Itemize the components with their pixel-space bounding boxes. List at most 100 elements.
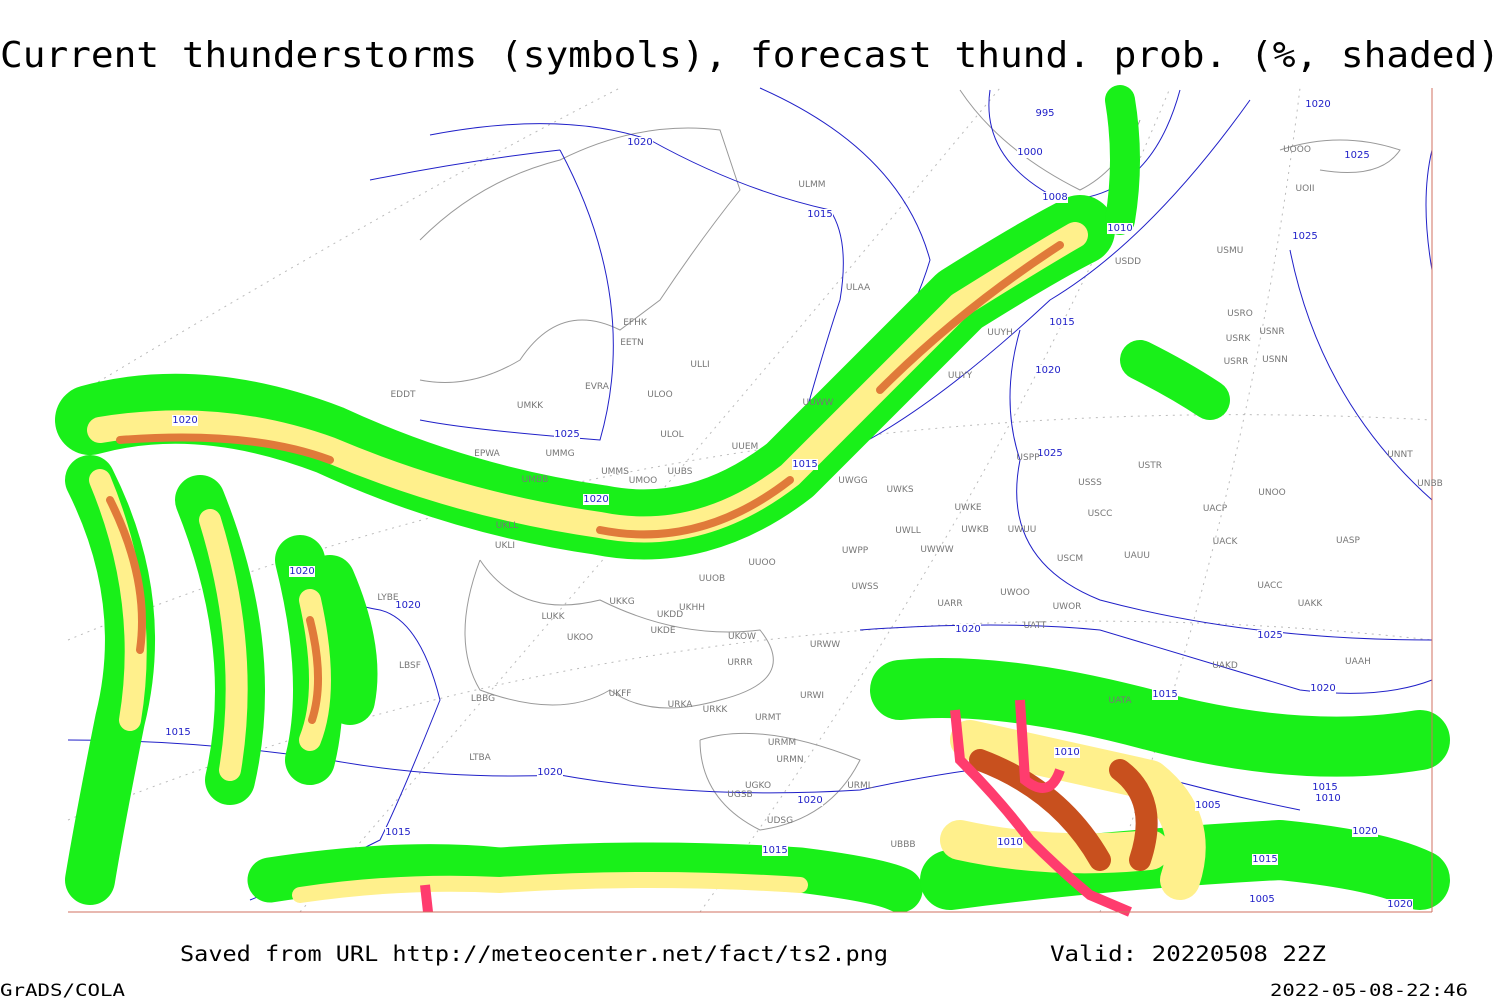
isobar-label-bg bbox=[1195, 800, 1221, 811]
isobar-label-bg bbox=[165, 727, 191, 738]
station-label: UGSB bbox=[727, 790, 752, 800]
station-label: UKKG bbox=[609, 597, 634, 607]
station-label: UMKK bbox=[517, 401, 544, 411]
isobar-label: 1015 bbox=[1152, 689, 1177, 700]
station-label: USNN bbox=[1262, 355, 1288, 365]
isobar-label: 1015 bbox=[385, 827, 410, 838]
station-label: UMMS bbox=[601, 467, 629, 477]
isobar-label-bg bbox=[395, 600, 421, 611]
station-label: UMOO bbox=[629, 476, 658, 486]
isobar-label-bg bbox=[1107, 223, 1133, 234]
station-label: UWPP bbox=[842, 546, 869, 556]
isobar-label-bg bbox=[1305, 99, 1331, 110]
thunderstorm-symbols bbox=[420, 699, 1132, 917]
isobar-label: 1015 bbox=[1252, 854, 1277, 865]
station-label: URML bbox=[847, 781, 873, 791]
station-label: USNR bbox=[1259, 327, 1284, 337]
isobar-label: 1015 bbox=[1312, 782, 1337, 793]
isobar-label: 1005 bbox=[1195, 800, 1220, 811]
station-label: UWWW bbox=[920, 545, 953, 555]
isobar-label: 1025 bbox=[1344, 150, 1369, 161]
station-label: LBBG bbox=[471, 694, 495, 704]
shading-yellow bbox=[292, 872, 808, 903]
station-label: UWUU bbox=[1008, 525, 1037, 535]
graticule-line bbox=[299, 87, 1001, 913]
shading-green bbox=[247, 842, 923, 913]
isobar-label: 1020 bbox=[797, 795, 822, 806]
station-label: UMBB bbox=[522, 475, 549, 485]
station-label: USDD bbox=[1115, 257, 1141, 267]
shading-green bbox=[1105, 85, 1140, 235]
station-label: UOOO bbox=[1283, 145, 1311, 155]
isobar-label: 1025 bbox=[554, 429, 579, 440]
isobar-label-bg bbox=[1017, 147, 1043, 158]
isobar-label: 1020 bbox=[395, 600, 420, 611]
isobar-label-bg bbox=[1037, 448, 1063, 459]
station-label: UAUU bbox=[1124, 551, 1150, 561]
station-label: UMMG bbox=[545, 449, 574, 459]
station-label: URRR bbox=[727, 658, 752, 668]
isobar-label-bg bbox=[792, 459, 818, 470]
isobar-label: 995 bbox=[1035, 108, 1054, 119]
isobar-label: 1025 bbox=[1292, 231, 1317, 242]
storm-symbols bbox=[420, 884, 433, 913]
station-label: UWOR bbox=[1053, 602, 1082, 612]
station-label: UNOO bbox=[1258, 488, 1286, 498]
isobar-label-bg bbox=[627, 137, 653, 148]
station-label: ULAA bbox=[846, 283, 871, 293]
station-label: UNNT bbox=[1387, 450, 1413, 460]
isobar-label-bg bbox=[807, 209, 833, 220]
station-label: URMM bbox=[768, 738, 796, 748]
shading-orange bbox=[106, 496, 323, 724]
station-label: USRR bbox=[1224, 357, 1249, 367]
station-label: UWGG bbox=[838, 476, 867, 486]
station-label: URKK bbox=[703, 705, 729, 715]
station-label: EDDT bbox=[390, 390, 416, 400]
station-label: UBBB bbox=[890, 840, 915, 850]
timestamp: 2022-05-08-22:46 bbox=[1270, 981, 1468, 1000]
isobar-label-bg bbox=[537, 767, 563, 778]
station-label: UUBS bbox=[668, 467, 693, 477]
source-url: Saved from URL http://meteocenter.net/fa… bbox=[180, 942, 888, 966]
isobar-label-bg bbox=[289, 566, 315, 577]
station-label: UACP bbox=[1203, 504, 1228, 514]
station-label: USSS bbox=[1078, 478, 1102, 488]
station-label: LTBA bbox=[469, 753, 491, 763]
isobar-label: 1008 bbox=[1042, 192, 1067, 203]
isobar-label: 1020 bbox=[1035, 365, 1060, 376]
station-label: ULOO bbox=[647, 390, 672, 400]
station-label: EFHK bbox=[623, 318, 648, 328]
station-label: UKLI bbox=[495, 541, 515, 551]
station-label: USMU bbox=[1217, 246, 1244, 256]
station-label: URKA bbox=[668, 700, 694, 710]
isobar-label: 1020 bbox=[627, 137, 652, 148]
isobar-label-bg bbox=[1035, 365, 1061, 376]
station-label: UDSG bbox=[767, 816, 793, 826]
isobar-label: 1020 bbox=[955, 624, 980, 635]
station-label: EVRA bbox=[585, 382, 610, 392]
station-label: UKFF bbox=[609, 689, 632, 699]
isobar-label-bg bbox=[762, 845, 788, 856]
isobar-label-bg bbox=[1387, 899, 1413, 910]
software: GrADS/COLA bbox=[0, 981, 125, 1000]
station-label: UKDE bbox=[650, 626, 675, 636]
isobar-label-bg bbox=[1049, 317, 1075, 328]
isobar-label-bg bbox=[1344, 150, 1370, 161]
station-label: UWLL bbox=[895, 526, 921, 536]
isobar-label: 1000 bbox=[1017, 147, 1042, 158]
valid-time: Valid: 20220508 22Z bbox=[1050, 942, 1326, 966]
isobar-label-bg bbox=[997, 837, 1023, 848]
station-label: USTR bbox=[1138, 461, 1162, 471]
isobar-label: 1020 bbox=[1352, 826, 1377, 837]
station-label: UARR bbox=[937, 599, 962, 609]
station-label: LUKK bbox=[542, 612, 566, 622]
map-frame: 9951020100010151008101010251020102510151… bbox=[55, 85, 1450, 917]
isobar-label-bg bbox=[1312, 782, 1338, 793]
station-label: UOII bbox=[1296, 184, 1315, 194]
isobar-label-bg bbox=[797, 795, 823, 806]
station-label: UWKB bbox=[961, 525, 989, 535]
station-label: USRK bbox=[1226, 334, 1252, 344]
isobar-label-bg bbox=[1257, 630, 1283, 641]
graticule-line bbox=[67, 87, 621, 401]
